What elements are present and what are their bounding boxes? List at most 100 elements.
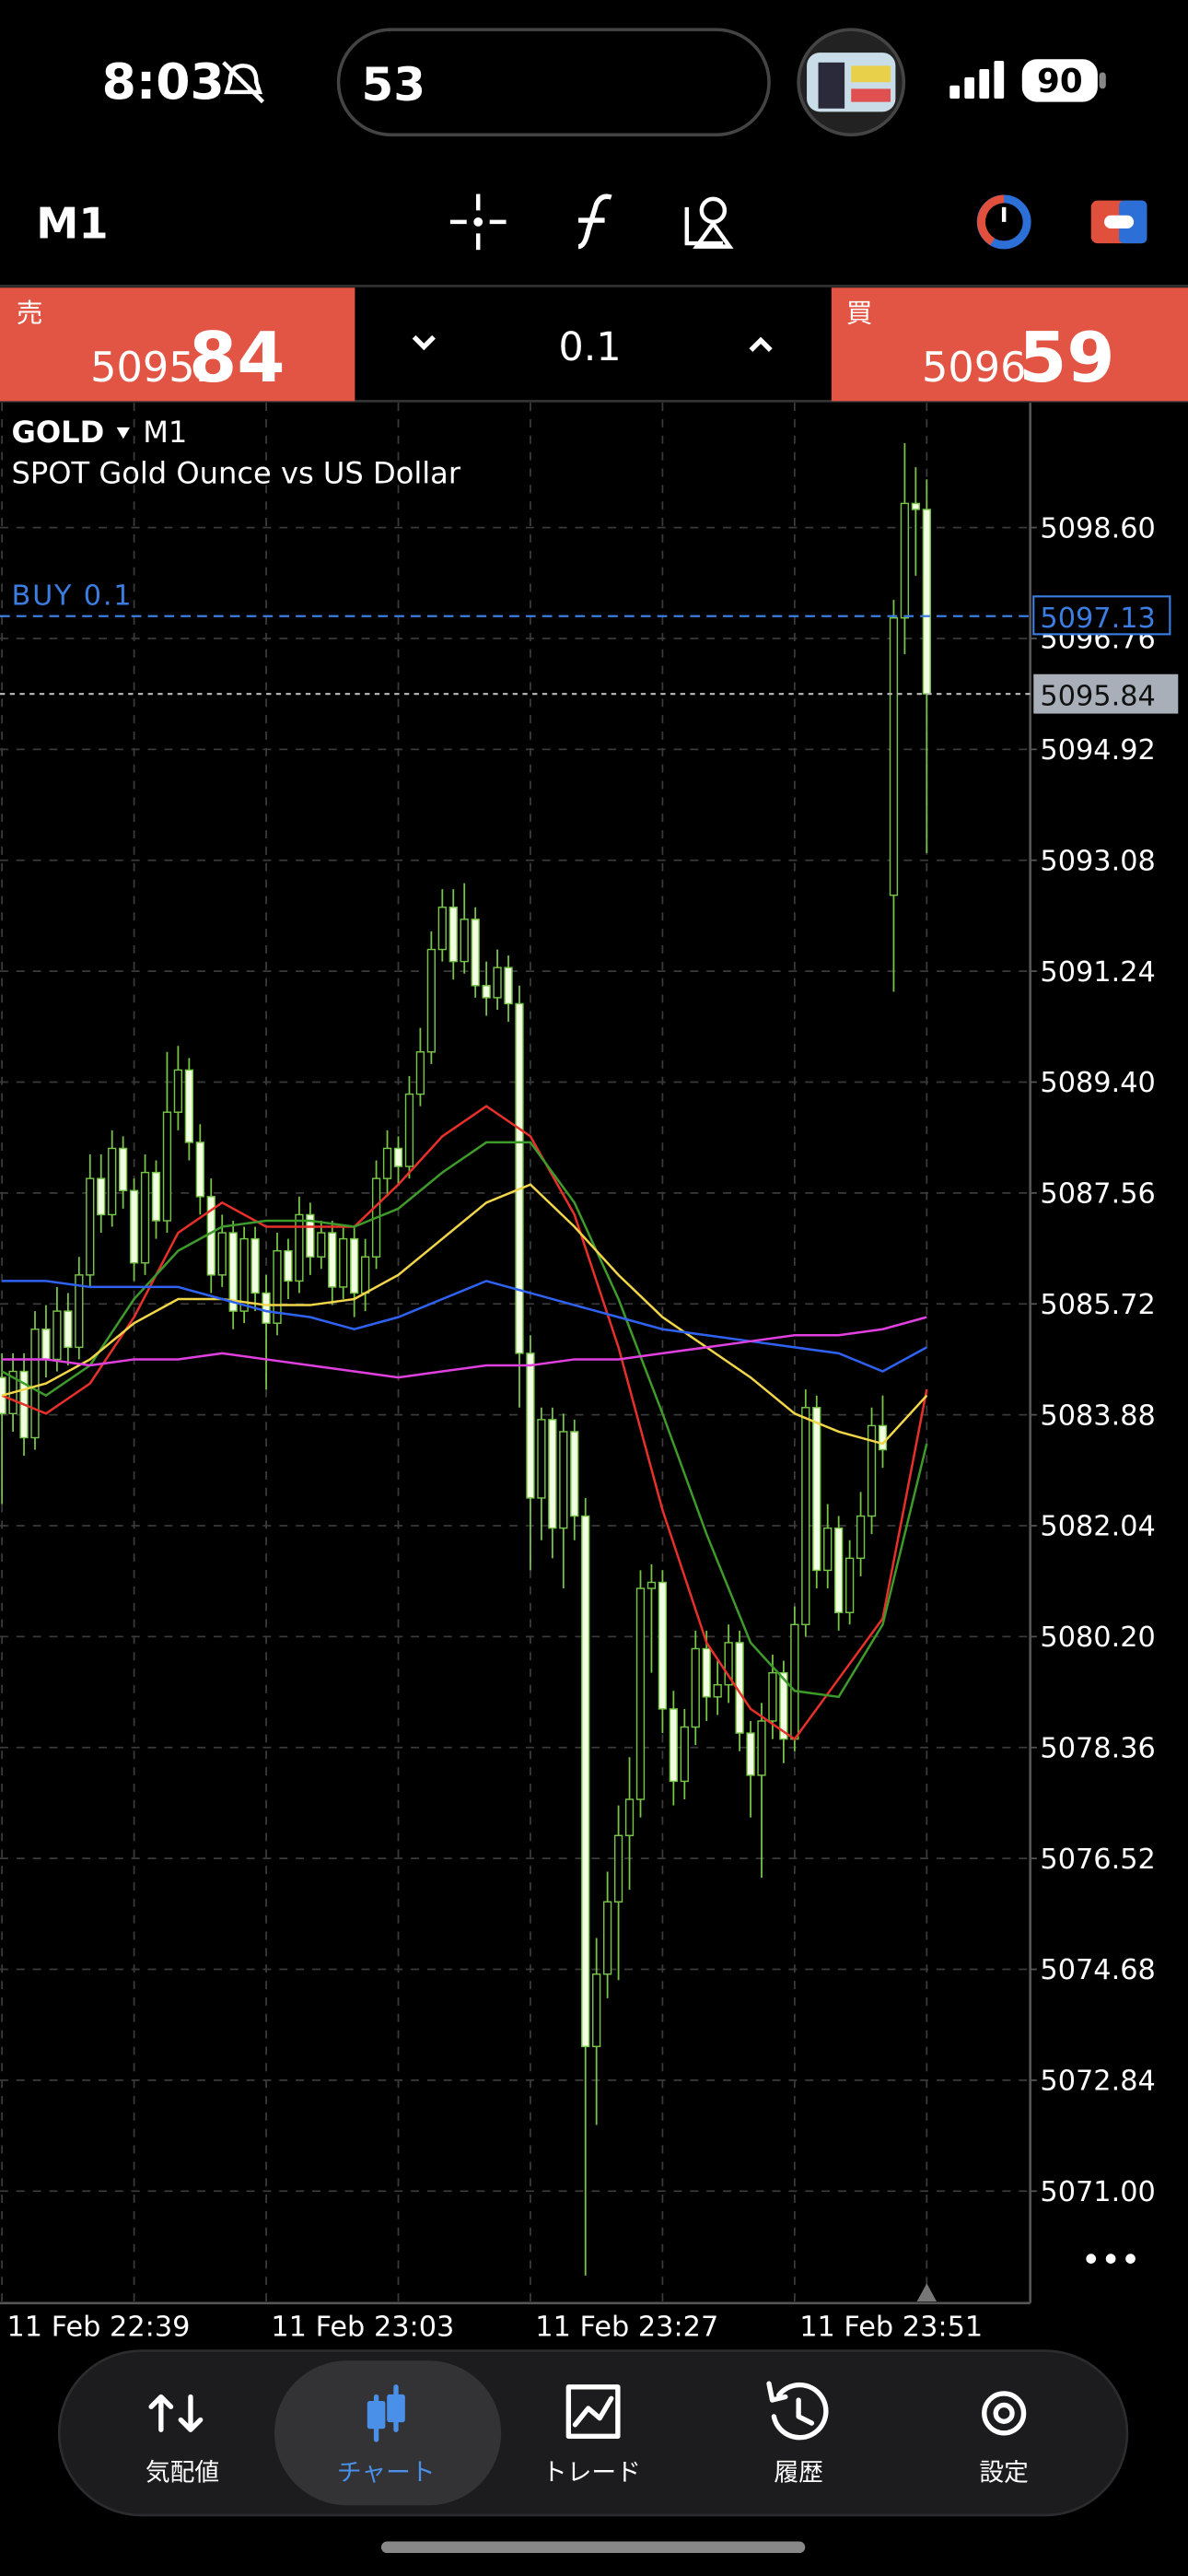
battery (1021, 59, 1098, 102)
candle-body (515, 1002, 524, 1354)
indicator-line (2, 1280, 927, 1373)
candle-body (768, 1671, 777, 1722)
candle-body (284, 1249, 293, 1282)
tab-item[interactable]: チャート (274, 2360, 502, 2506)
y-tick-label: 5089.40 (1040, 1067, 1155, 1099)
candle-body (592, 1973, 601, 2047)
chart[interactable] (0, 403, 1037, 2305)
tab-item[interactable]: トレード (542, 2384, 641, 2488)
chart-title: GOLD (11, 415, 104, 450)
clock: 8:03 (102, 53, 225, 111)
tab-icon (982, 2391, 1027, 2436)
chart-subtitle: SPOT Gold Ounce vs US Dollar (11, 456, 460, 491)
candle-body (426, 948, 436, 1053)
activity-count: 53 (362, 58, 425, 111)
candle-body (713, 1684, 722, 1698)
candle-body (328, 1232, 337, 1288)
mute-icon (222, 61, 265, 104)
avatar (807, 53, 896, 112)
candle-body (624, 1798, 635, 1837)
tab-icon (367, 2384, 405, 2442)
objects-button[interactable] (684, 196, 734, 249)
sell-label: 売 (17, 299, 43, 329)
candle-body (823, 1527, 833, 1572)
candle-body (306, 1213, 315, 1258)
tab-label: 設定 (979, 2459, 1029, 2488)
x-tick-label: 11 Feb 23:51 (799, 2311, 983, 2343)
buy-background (831, 287, 1188, 402)
indicator-line (1, 1183, 928, 1446)
clock-button[interactable] (976, 194, 1031, 250)
volume-value[interactable]: 0.1 (558, 324, 621, 370)
candle-body (195, 1142, 204, 1198)
candle-body (746, 1732, 755, 1776)
candle-body (393, 1147, 403, 1167)
candle-body (537, 1419, 546, 1499)
chart-overlay: GOLD M1 SPOT Gold Ounce vs US Dollar BUY… (11, 415, 1136, 2302)
current-bar-marker (916, 2283, 938, 2302)
sell-button[interactable]: 売 5095. 84 (0, 287, 355, 402)
candle-body (30, 1329, 40, 1439)
order-price-label: 5097.13 (1040, 603, 1155, 635)
tab-item[interactable]: 履歴 (766, 2381, 829, 2488)
candle-body (646, 1581, 657, 1589)
tab-label: 気配値 (146, 2459, 219, 2488)
timeframe-button[interactable]: M1 (36, 199, 108, 249)
candle-body (108, 1147, 117, 1216)
candle-body (635, 1587, 646, 1800)
candle-body (526, 1352, 535, 1499)
tab-item[interactable]: 気配値 (146, 2394, 219, 2488)
candle-body (844, 1557, 855, 1613)
candle-body (404, 1093, 414, 1167)
candle-body (834, 1527, 844, 1613)
candle-body (613, 1834, 623, 1903)
candle-body (350, 1237, 359, 1294)
candle-body (317, 1232, 326, 1258)
buy-button[interactable]: 買 5096. 59 (831, 287, 1188, 402)
candle-body (64, 1310, 73, 1349)
candle-body (779, 1671, 788, 1740)
y-tick-label: 5083.88 (1040, 1399, 1155, 1432)
candle-body (140, 1171, 150, 1264)
candle-body (482, 985, 491, 999)
volume-up-button[interactable] (749, 336, 773, 352)
trade-toggle-button[interactable] (1090, 200, 1147, 244)
candle-body (339, 1237, 348, 1288)
symbol-dropdown-icon[interactable] (116, 427, 130, 439)
candle-body (493, 966, 502, 999)
y-tick-label: 5074.68 (1040, 1954, 1155, 1986)
tab-item[interactable]: 設定 (979, 2391, 1029, 2488)
candle-body (118, 1147, 128, 1191)
candle-body (812, 1407, 821, 1572)
tab-label: チャート (337, 2459, 436, 2488)
candle-body (86, 1177, 95, 1276)
candle-body (889, 617, 899, 896)
y-tick-label: 5072.84 (1040, 2066, 1155, 2098)
tab-label: トレード (542, 2459, 641, 2488)
crosshair-button[interactable] (449, 193, 507, 251)
sell-background (0, 287, 355, 402)
y-tick-label: 5087.56 (1040, 1178, 1155, 1211)
candle-body (217, 1232, 227, 1276)
candle-body (129, 1189, 139, 1264)
order-price-box (1032, 595, 1171, 636)
candle-body (504, 966, 513, 1005)
tab-icon (148, 2394, 204, 2432)
candle-body (790, 1623, 799, 1740)
volume-down-button[interactable] (412, 334, 436, 351)
more-button[interactable] (1086, 2254, 1136, 2264)
candle-body (239, 1237, 249, 1312)
bid-price-label: 5095.84 (1040, 681, 1155, 713)
indicator-line (1, 1141, 928, 1699)
bid-price-box (1033, 673, 1179, 714)
candle-body (867, 1424, 877, 1517)
candle-body (691, 1647, 700, 1728)
candle-body (173, 1069, 183, 1113)
candle-body (360, 1256, 370, 1294)
y-tick-label: 5082.04 (1040, 1511, 1155, 1543)
candle-body (415, 1051, 425, 1095)
candle-body (382, 1147, 392, 1179)
indicators-button[interactable] (577, 193, 612, 250)
candle-body (757, 1720, 766, 1776)
